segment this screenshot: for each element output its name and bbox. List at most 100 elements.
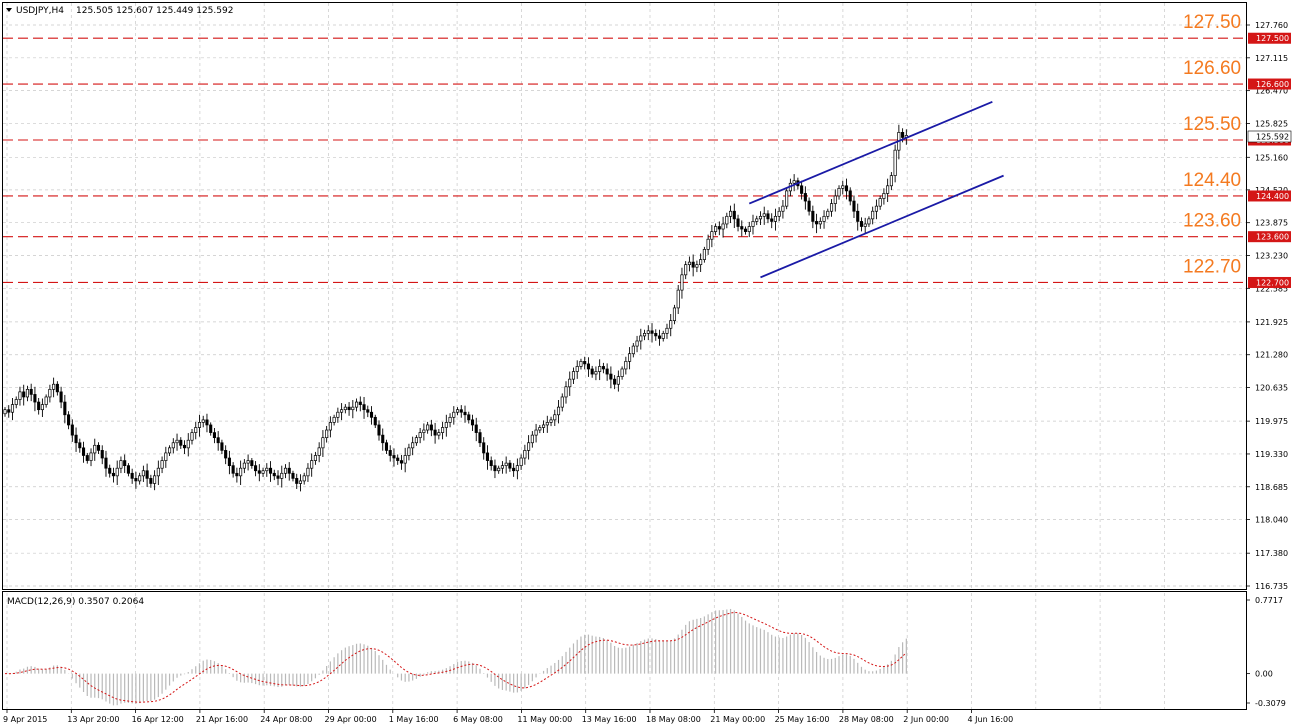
candle-body	[549, 419, 553, 423]
candle-body	[556, 406, 561, 416]
candle-body	[863, 223, 867, 227]
candle-body	[104, 457, 108, 469]
candle-body	[530, 434, 534, 444]
candle-body	[328, 422, 332, 431]
symbol-dropdown-icon[interactable]	[6, 8, 12, 12]
macd-tick-label: -0.3079	[1255, 699, 1286, 708]
candle-body	[197, 422, 202, 428]
time-tick-label: 28 May 08:00	[839, 715, 894, 724]
candle-body	[141, 470, 145, 477]
candle-body	[777, 210, 781, 217]
candle-body	[470, 419, 475, 426]
candle-body	[261, 470, 265, 474]
candle-body	[800, 185, 804, 194]
candle-body	[852, 200, 856, 212]
candle-body	[639, 335, 643, 342]
macd-axis: 0.7717 0.00 -0.3079	[1246, 596, 1286, 708]
candle-body	[55, 383, 59, 393]
candle-body	[235, 472, 239, 477]
candle-body	[407, 447, 411, 456]
candle-body	[295, 478, 299, 484]
candle-body	[527, 442, 531, 451]
candle-body	[29, 388, 33, 395]
candle-body	[654, 333, 658, 337]
candle-body	[396, 457, 400, 461]
price-tick-label: 120.635	[1255, 384, 1288, 393]
candle-body	[10, 404, 15, 413]
candle-body	[351, 406, 355, 411]
candle-body	[317, 447, 321, 456]
symbol-header: USDJPY,H4	[16, 6, 64, 16]
candle-body	[489, 460, 493, 467]
candle-body	[676, 289, 680, 309]
candle-body	[414, 437, 418, 444]
candle-body	[78, 442, 82, 449]
candle-body	[384, 442, 389, 451]
macd-histogram	[8, 608, 907, 706]
candles	[3, 124, 908, 492]
price-tick-label: 123.230	[1255, 252, 1288, 261]
price-tick-label: 119.975	[1255, 417, 1288, 426]
candle-body	[878, 198, 882, 207]
price-channel[interactable]	[748, 101, 1004, 279]
candle-body	[254, 465, 258, 472]
candle-body	[747, 226, 751, 232]
candle-body	[377, 424, 381, 436]
ohlc-readout: 125.505 125.607 125.449 125.592	[76, 6, 233, 16]
level-label: 127.50	[1183, 12, 1241, 33]
candle-body	[81, 447, 86, 456]
candle-body	[7, 409, 11, 413]
candle-body	[52, 383, 56, 390]
level-axis-tag	[1248, 231, 1291, 243]
candle-body	[841, 185, 845, 189]
candle-body	[710, 231, 714, 240]
candle-body	[115, 467, 119, 477]
candle-body	[321, 437, 325, 449]
candle-body	[325, 429, 329, 439]
candle-body	[190, 432, 194, 441]
candle-body	[478, 432, 482, 444]
candle-body	[751, 221, 755, 227]
candle-body	[224, 450, 228, 459]
candle-body	[59, 391, 63, 403]
price-tick-label: 118.040	[1255, 516, 1288, 525]
candle-body	[657, 335, 662, 339]
candle-body	[504, 462, 508, 467]
channel-lower-line	[760, 174, 1004, 279]
candle-body	[201, 419, 205, 423]
candle-body	[844, 185, 849, 192]
candle-body	[48, 388, 52, 398]
candle-body	[310, 460, 314, 469]
candle-body	[145, 470, 149, 479]
candle-body	[474, 424, 478, 433]
candle-body	[392, 455, 396, 459]
candle-body	[624, 360, 628, 370]
candle-body	[575, 366, 579, 372]
candle-body	[186, 439, 190, 449]
candle-body	[725, 215, 729, 225]
price-axis: 127.760 127.115 126.470 125.825 125.160 124.5…	[1246, 21, 1288, 591]
candle-body	[126, 465, 130, 474]
candle-body	[426, 424, 430, 431]
candle-body	[437, 432, 441, 436]
current-price-label: 125.592	[1256, 133, 1289, 142]
price-grid	[3, 3, 1246, 589]
price-tick-label: 127.760	[1255, 21, 1288, 30]
candle-body	[467, 414, 471, 421]
candle-body	[646, 330, 650, 334]
candle-body	[684, 264, 688, 276]
candle-body	[717, 226, 721, 230]
candle-body	[164, 452, 168, 461]
candle-body	[497, 467, 501, 472]
price-tick-label: 125.160	[1255, 153, 1288, 162]
candle-body	[579, 360, 583, 367]
candle-body	[545, 422, 549, 426]
candle-body	[268, 467, 273, 474]
candle-body	[613, 378, 617, 385]
time-tick-label: 29 Apr 00:00	[325, 715, 377, 724]
horizontal-levels	[3, 37, 1246, 284]
candle-body	[616, 376, 620, 385]
candle-body	[500, 465, 504, 469]
candle-body	[620, 368, 624, 377]
